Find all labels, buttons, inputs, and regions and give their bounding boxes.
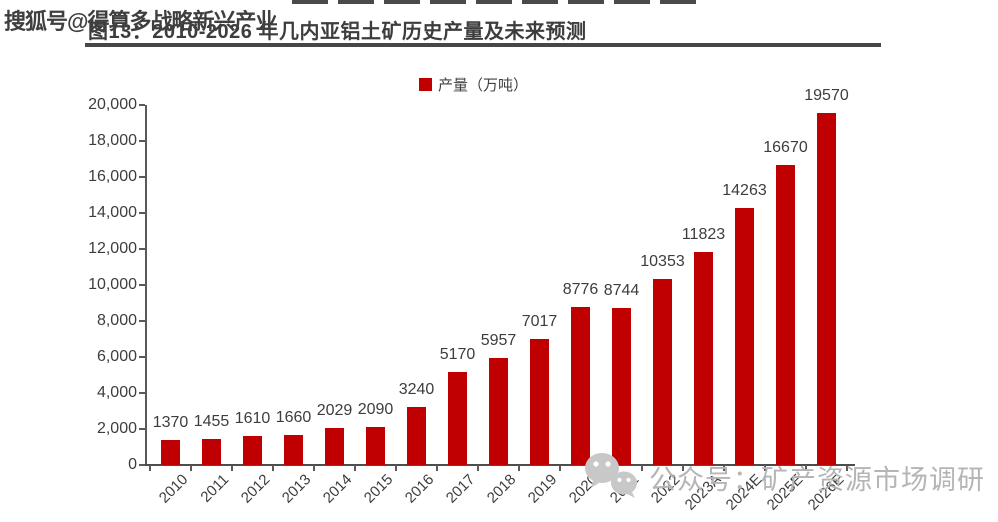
bar-value-label: 10353	[640, 252, 685, 270]
x-axis-tick	[846, 465, 848, 471]
bar-value-label: 8744	[603, 281, 640, 299]
y-axis-tick-label: 18,000	[88, 132, 137, 149]
bar-value-label: 7017	[521, 312, 558, 330]
y-axis-tick-label: 20,000	[88, 96, 137, 113]
cropped-text-remnant	[292, 0, 702, 4]
y-axis-tick-label: 2,000	[96, 420, 137, 437]
bar-value-label: 8776	[562, 281, 599, 299]
y-axis-tick	[139, 392, 145, 394]
legend-color-swatch	[419, 78, 432, 91]
bar	[653, 278, 672, 465]
bar	[694, 252, 713, 465]
x-axis-tick	[231, 465, 233, 471]
y-axis-tick	[139, 284, 145, 286]
y-axis-line	[145, 105, 147, 466]
bar	[735, 208, 754, 465]
bar-value-label: 1370	[152, 414, 189, 432]
wechat-watermark: 公众号：矿产资源市场调研	[583, 450, 985, 502]
bar	[407, 406, 426, 465]
sohu-watermark-text: 搜狐号@得算多战略新兴产业	[4, 9, 277, 34]
x-axis-tick	[641, 465, 643, 471]
bar-value-label: 16670	[763, 138, 808, 156]
x-axis-tick-label: 2013	[278, 471, 315, 507]
bar	[284, 435, 303, 465]
y-axis-tick	[139, 104, 145, 106]
bar	[448, 371, 467, 465]
y-axis-tick-label: 0	[128, 456, 137, 473]
bar	[243, 436, 262, 465]
y-axis-tick-label: 12,000	[88, 240, 137, 257]
figure-title: 图13：2010-2026 年几内亚铝土矿历史产量及未来预测	[88, 21, 587, 43]
x-axis-tick-label: 2018	[483, 471, 520, 507]
x-axis-tick	[436, 465, 438, 471]
bar	[366, 427, 385, 465]
title-underline	[85, 43, 881, 47]
y-axis-tick-label: 4,000	[96, 384, 137, 401]
bar-value-label: 11823	[681, 226, 726, 244]
wechat-watermark-text: 公众号：矿产资源市场调研	[649, 465, 985, 495]
y-axis-tick	[139, 176, 145, 178]
x-axis-tick	[559, 465, 561, 471]
x-axis-tick	[190, 465, 192, 471]
bar-value-label: 1455	[193, 412, 230, 430]
x-axis-tick	[395, 465, 397, 471]
x-axis-tick-label: 2012	[237, 471, 274, 507]
y-axis-tick-label: 16,000	[88, 168, 137, 185]
y-axis-tick-label: 10,000	[88, 276, 137, 293]
x-axis-tick	[682, 465, 684, 471]
x-axis-tick-label: 2010	[155, 471, 192, 507]
y-axis-tick	[139, 464, 145, 466]
legend-label: 产量（万吨）	[438, 77, 529, 94]
bar-value-label: 19570	[804, 86, 849, 104]
x-axis-tick	[518, 465, 520, 471]
x-axis-tick	[149, 465, 151, 471]
x-axis-tick-label: 2011	[197, 471, 233, 506]
bar	[817, 112, 836, 465]
y-axis-tick	[139, 248, 145, 250]
x-axis-tick-label: 2019	[524, 471, 561, 507]
bar-value-label: 14263	[722, 182, 767, 200]
x-axis-tick	[272, 465, 274, 471]
bar-value-label: 5957	[480, 331, 517, 349]
bar	[530, 338, 549, 465]
bar	[776, 164, 795, 465]
bar	[571, 307, 590, 465]
y-axis-tick	[139, 140, 145, 142]
bar	[161, 440, 180, 465]
x-axis-tick	[764, 465, 766, 471]
bar-value-label: 1660	[275, 409, 312, 427]
y-axis-tick-label: 8,000	[96, 312, 137, 329]
y-axis-tick-label: 6,000	[96, 348, 137, 365]
x-axis-tick	[805, 465, 807, 471]
x-axis-tick	[354, 465, 356, 471]
bar	[325, 428, 344, 465]
x-axis-line	[145, 464, 855, 466]
y-axis-tick	[139, 356, 145, 358]
x-axis-tick-label: 2014	[319, 471, 356, 507]
bar-value-label: 5170	[439, 345, 476, 363]
y-axis-tick	[139, 212, 145, 214]
x-axis-tick-label: 2015	[360, 471, 397, 507]
bar-value-label: 3240	[398, 380, 435, 398]
y-axis-tick-label: 14,000	[88, 204, 137, 221]
bar-value-label: 1610	[234, 410, 271, 428]
x-axis-tick	[723, 465, 725, 471]
y-axis-tick	[139, 320, 145, 322]
bar	[202, 438, 221, 465]
y-axis-tick	[139, 428, 145, 430]
x-axis-tick	[313, 465, 315, 471]
chart-legend: 产量（万吨）	[419, 74, 528, 95]
bar-value-label: 2029	[316, 402, 353, 420]
bar-value-label: 2090	[357, 401, 394, 419]
x-axis-tick-label: 2017	[442, 471, 479, 507]
bar	[489, 357, 508, 465]
x-axis-tick	[477, 465, 479, 471]
x-axis-tick-label: 2016	[401, 471, 438, 507]
wechat-icon	[585, 453, 637, 498]
bar	[612, 307, 631, 465]
